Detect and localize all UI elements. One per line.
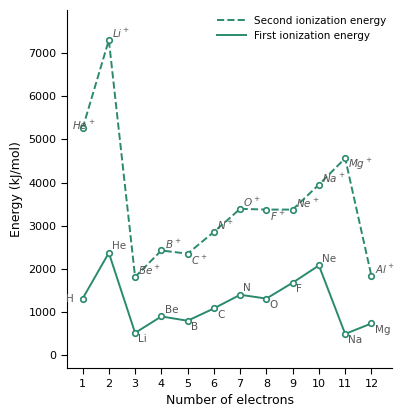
Text: Ne: Ne <box>322 254 336 264</box>
Text: B: B <box>191 322 198 332</box>
Text: F: F <box>296 284 302 294</box>
Text: Na: Na <box>348 335 362 345</box>
Legend: Second ionization energy, First ionization energy: Second ionization energy, First ionizati… <box>212 11 390 45</box>
Text: $C^+$: $C^+$ <box>191 254 207 267</box>
Text: C: C <box>217 310 224 320</box>
Text: $Be^+$: $Be^+$ <box>138 264 161 277</box>
Text: $Ne^+$: $Ne^+$ <box>296 196 319 210</box>
Text: N: N <box>243 283 251 293</box>
Y-axis label: Energy (kJ/mol): Energy (kJ/mol) <box>10 141 23 237</box>
Text: $F^+$: $F^+$ <box>270 209 285 223</box>
Text: Mg: Mg <box>375 325 390 335</box>
Text: $Na^+$: $Na^+$ <box>322 171 345 185</box>
Text: H: H <box>66 294 73 304</box>
Text: $He^+$: $He^+$ <box>72 118 96 132</box>
Text: $O^+$: $O^+$ <box>243 196 261 209</box>
Text: $B^+$: $B^+$ <box>164 237 181 251</box>
Text: He: He <box>112 241 126 251</box>
Text: $Li^+$: $Li^+$ <box>112 27 130 40</box>
Text: Li: Li <box>138 334 147 344</box>
Text: $Mg^+$: $Mg^+$ <box>348 157 373 172</box>
Text: $Al^+$: $Al^+$ <box>375 263 394 276</box>
Text: O: O <box>270 300 278 310</box>
Text: Be: Be <box>164 305 178 315</box>
X-axis label: Number of electrons: Number of electrons <box>166 394 294 407</box>
Text: $N^+$: $N^+$ <box>217 219 234 232</box>
